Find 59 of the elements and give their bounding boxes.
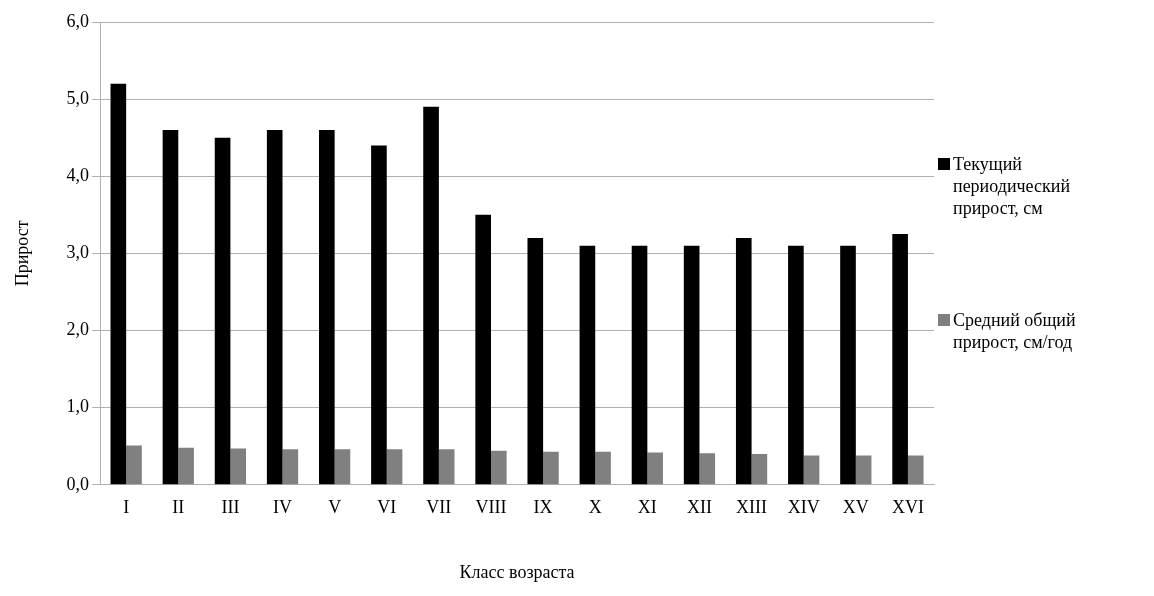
bar (907, 455, 924, 485)
bar (788, 245, 804, 485)
y-tick-label: 0,0 (66, 473, 90, 494)
x-tick-label: XIV (787, 497, 820, 518)
y-axis-title: Прирост (11, 220, 32, 287)
x-tick-label: XV (842, 497, 869, 518)
x-tick-label: XI (637, 497, 657, 518)
bar (214, 137, 231, 485)
x-tick-label: VII (426, 497, 452, 518)
bar (266, 129, 283, 485)
x-tick-label: X (588, 497, 602, 518)
bar (751, 453, 768, 485)
bar (371, 145, 387, 485)
bar (579, 245, 596, 485)
y-tick-label: 1,0 (66, 396, 90, 417)
x-tick-label: I (123, 497, 130, 518)
x-tick-label: III (221, 497, 240, 518)
bar (527, 237, 544, 485)
x-tick-label: XII (686, 497, 712, 518)
bar (162, 129, 179, 485)
bar (282, 449, 299, 485)
legend-label: Средний общий прирост, см/год (953, 309, 1077, 353)
bar (110, 83, 127, 485)
y-tick-label: 3,0 (66, 242, 90, 263)
x-tick-label: XIII (736, 497, 768, 518)
y-tick-label: 6,0 (66, 10, 90, 31)
bar (319, 129, 335, 485)
bar (647, 452, 663, 485)
bar (438, 449, 455, 485)
x-axis-title: Класс возраста (459, 561, 575, 582)
legend-label: Текущий периодический прирост, см (953, 153, 1072, 219)
bar (334, 449, 351, 485)
x-tick-label: XVI (891, 497, 924, 518)
y-tick-label: 4,0 (66, 165, 90, 185)
bar (230, 448, 247, 485)
y-tick-label: 5,0 (66, 87, 90, 108)
bar (735, 237, 752, 485)
bar (178, 447, 194, 485)
bar (490, 450, 507, 485)
bar (423, 106, 439, 485)
bar (803, 455, 820, 485)
bar (855, 455, 872, 485)
bar (840, 245, 856, 485)
bar (683, 245, 700, 485)
x-tick-label: IX (533, 497, 553, 518)
x-tick-label: VIII (475, 497, 507, 518)
bar (475, 214, 491, 485)
bar (386, 449, 403, 485)
x-tick-label: VI (377, 497, 397, 518)
y-tick-label: 2,0 (66, 319, 90, 340)
bar (631, 245, 648, 485)
x-tick-label: IV (273, 497, 293, 518)
x-tick-label: V (328, 497, 342, 518)
x-tick-label: II (172, 497, 185, 518)
bar (543, 451, 559, 485)
bar (892, 234, 908, 485)
bar (126, 445, 142, 485)
bar (699, 453, 716, 485)
bar (595, 451, 611, 485)
